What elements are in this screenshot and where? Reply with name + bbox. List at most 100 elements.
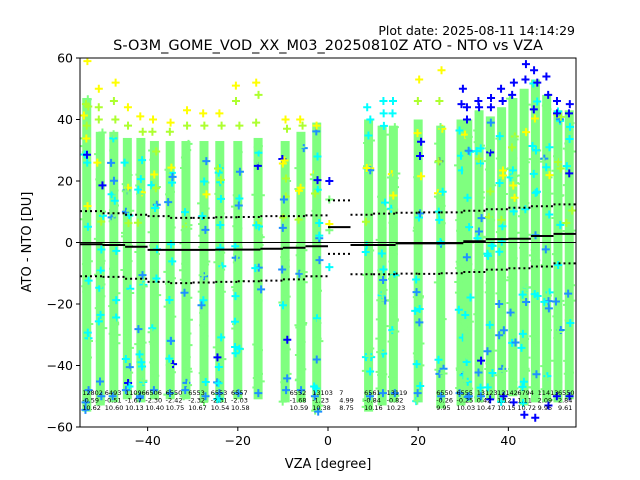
point-column xyxy=(460,103,475,403)
scatter-point xyxy=(488,181,497,190)
scatter-point xyxy=(256,377,265,386)
scatter-point xyxy=(415,305,424,314)
scatter-point xyxy=(149,155,158,164)
point-density-band xyxy=(553,110,563,403)
scatter-point xyxy=(413,353,422,362)
scatter-point xyxy=(545,356,554,365)
scatter-point xyxy=(311,189,320,198)
outlier-point xyxy=(94,84,103,93)
scatter-point xyxy=(312,384,321,393)
scatter-point xyxy=(254,369,263,378)
scatter-point xyxy=(475,261,484,270)
axes: −40 −20 0 20 40 −60 −40 −20 0 20 40 60 xyxy=(47,51,517,449)
scatter-point xyxy=(552,312,561,321)
outlier-point xyxy=(81,398,90,407)
scatter-point xyxy=(294,164,303,173)
x-tick-label: 20 xyxy=(410,433,426,448)
scatter-point xyxy=(96,377,105,386)
scatter-point xyxy=(201,225,210,234)
scatter-point xyxy=(184,221,193,230)
scatter-point xyxy=(566,368,575,377)
scatter-point xyxy=(365,352,374,361)
scatter-point xyxy=(184,315,193,324)
scatter-point xyxy=(218,355,227,364)
scatter-point xyxy=(199,321,208,330)
point-column xyxy=(539,72,554,410)
scatter-point xyxy=(476,193,485,202)
scatter-point xyxy=(438,187,447,196)
point-density-band xyxy=(165,141,175,400)
scatter-point xyxy=(497,215,506,224)
scatter-point xyxy=(518,382,527,391)
scatter-point xyxy=(506,308,515,317)
scatter-point xyxy=(234,224,243,233)
scatter-point xyxy=(495,132,504,141)
stat-label: 10.40 xyxy=(145,404,164,412)
point-column xyxy=(278,115,292,406)
stat-label: -2.32 xyxy=(188,397,205,405)
scatter-point xyxy=(230,202,239,211)
scatter-point xyxy=(212,343,221,352)
scatter-point xyxy=(485,144,494,153)
scatter-point xyxy=(528,141,537,150)
outlier-point xyxy=(312,121,321,130)
stat-label: 10.03 xyxy=(457,404,476,412)
scatter-point xyxy=(280,156,289,165)
scatter-point xyxy=(545,210,554,219)
scatter-point xyxy=(433,278,442,287)
scatter-point xyxy=(509,254,518,263)
scatter-point xyxy=(200,177,209,186)
scatter-point xyxy=(435,215,444,224)
outlier-point xyxy=(366,115,375,124)
scatter-point xyxy=(198,271,207,280)
scatter-point xyxy=(488,368,497,377)
scatter-point xyxy=(112,246,121,255)
scatter-point xyxy=(93,234,102,243)
scatter-point xyxy=(199,296,208,305)
outlier-point xyxy=(564,109,573,118)
scatter-point xyxy=(85,320,94,329)
point-column xyxy=(197,109,211,406)
scatter-point xyxy=(521,334,530,343)
scatter-point xyxy=(255,233,264,242)
stat-label: 6552 xyxy=(290,389,307,397)
scatter-point xyxy=(531,338,540,347)
point-density-band xyxy=(296,131,306,403)
scatter-point xyxy=(183,329,192,338)
scatter-point xyxy=(461,311,470,320)
point-column xyxy=(133,112,148,403)
scatter-point xyxy=(315,256,324,265)
scatter-point xyxy=(121,187,130,196)
scatter-point xyxy=(519,377,528,386)
outlier-point xyxy=(123,103,132,112)
scatter-point xyxy=(499,326,508,335)
scatter-point xyxy=(138,156,147,165)
scatter-point xyxy=(528,251,537,260)
scatter-point xyxy=(109,304,118,313)
scatter-point xyxy=(231,324,240,333)
scatter-point xyxy=(165,354,174,363)
point-density-band xyxy=(388,125,398,403)
point-column xyxy=(93,84,108,406)
stat-label: 6561 xyxy=(364,389,381,397)
scatter-point xyxy=(567,296,576,305)
scatter-point xyxy=(235,167,244,176)
scatter-point xyxy=(257,285,266,294)
scatter-point xyxy=(465,384,474,393)
scatter-point xyxy=(107,158,116,167)
outlier-point xyxy=(231,97,240,106)
scatter-point xyxy=(487,216,496,225)
scatter-point xyxy=(138,338,147,347)
scatter-point xyxy=(390,174,399,183)
scatter-point xyxy=(454,161,463,170)
stat-label: -0.26 xyxy=(436,397,453,405)
outlier-point xyxy=(82,121,91,130)
scatter-point xyxy=(254,346,263,355)
stat-label: -1.67 xyxy=(125,397,142,405)
scatter-point xyxy=(120,158,129,167)
scatter-point xyxy=(138,271,147,280)
stat-label: -1.23 xyxy=(312,397,329,405)
scatter-point xyxy=(136,190,145,199)
